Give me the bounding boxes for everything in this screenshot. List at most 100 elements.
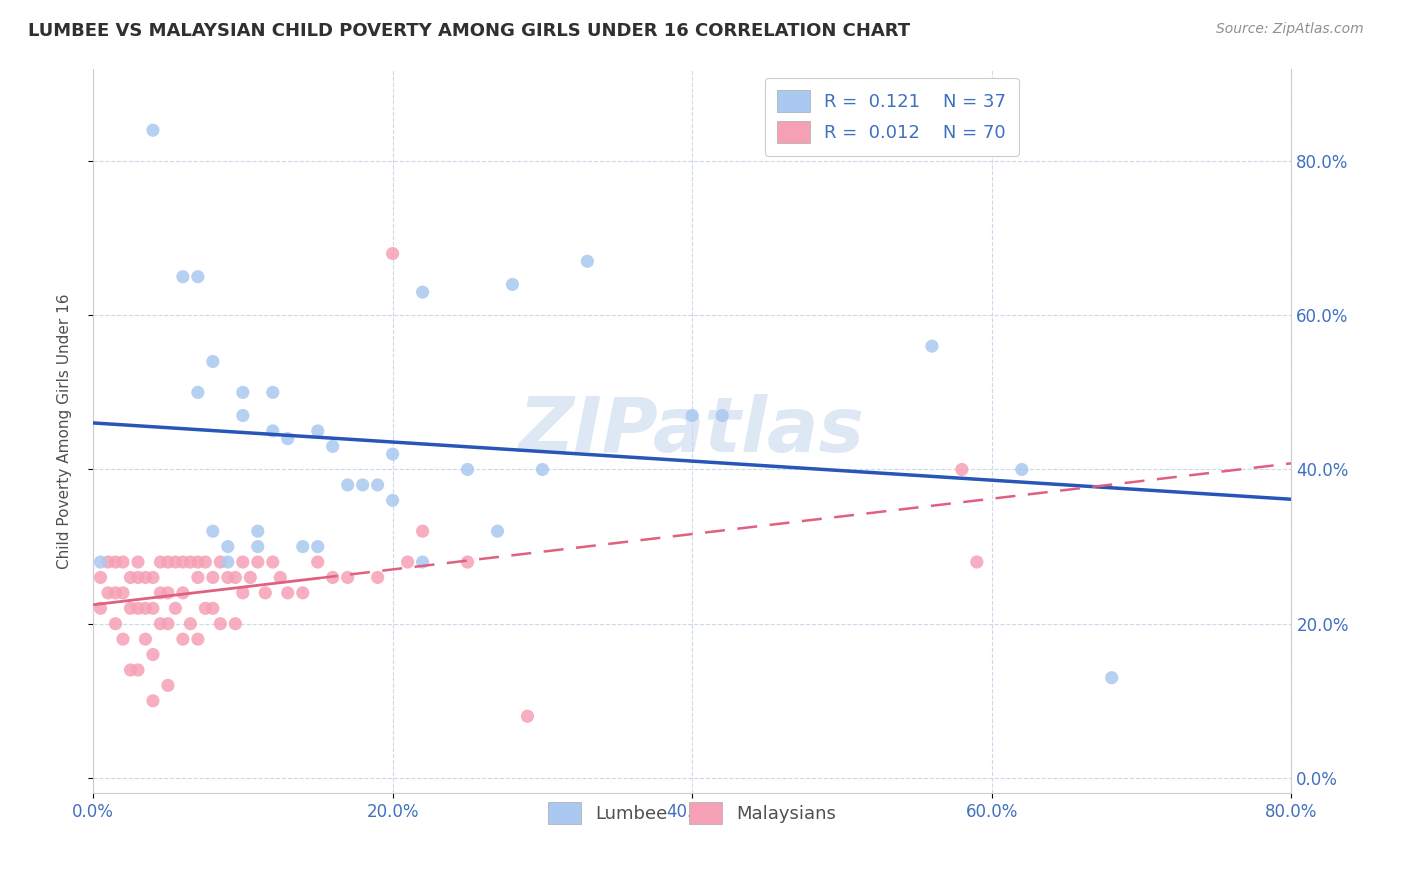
Point (412, 285, 434, 300)
Point (307, 424, 329, 438)
Point (576, 254, 599, 268)
Point (412, 524, 434, 538)
Point (209, 555, 232, 569)
Point (367, 478, 389, 492)
Point (97, 555, 120, 569)
Point (501, 277, 523, 292)
Point (262, 555, 284, 569)
Point (156, 616, 179, 631)
Point (239, 570, 262, 584)
Point (457, 462, 479, 476)
Point (149, 555, 172, 569)
Point (104, 555, 127, 569)
Point (142, 648, 165, 662)
Point (307, 555, 329, 569)
Point (367, 570, 389, 584)
Point (165, 555, 187, 569)
Point (111, 586, 134, 600)
Point (120, 663, 142, 677)
Point (246, 555, 269, 569)
Point (336, 570, 359, 584)
Point (336, 478, 359, 492)
Point (269, 570, 291, 584)
Point (142, 123, 165, 137)
Point (127, 570, 149, 584)
Point (111, 632, 134, 647)
Point (1011, 462, 1033, 476)
Point (277, 586, 299, 600)
Point (156, 586, 179, 600)
Point (97, 586, 120, 600)
Point (950, 462, 973, 476)
Point (254, 586, 277, 600)
Point (104, 616, 127, 631)
Point (681, 409, 703, 423)
Point (232, 385, 254, 400)
Point (246, 540, 269, 554)
Point (307, 540, 329, 554)
Point (187, 269, 209, 284)
Point (120, 601, 142, 615)
Point (142, 601, 165, 615)
Point (246, 524, 269, 538)
Point (134, 632, 156, 647)
Point (966, 555, 988, 569)
Point (201, 354, 224, 368)
Text: LUMBEE VS MALAYSIAN CHILD POVERTY AMONG GIRLS UNDER 16 CORRELATION CHART: LUMBEE VS MALAYSIAN CHILD POVERTY AMONG … (28, 22, 910, 40)
Point (262, 385, 284, 400)
Point (127, 663, 149, 677)
Point (232, 586, 254, 600)
Point (104, 586, 127, 600)
Point (322, 439, 344, 453)
Point (194, 601, 217, 615)
Point (396, 555, 419, 569)
Text: ZIPatlas: ZIPatlas (519, 394, 865, 468)
Point (381, 246, 404, 260)
Point (120, 570, 142, 584)
Point (232, 409, 254, 423)
Point (217, 570, 239, 584)
Point (291, 586, 314, 600)
Point (277, 432, 299, 446)
Point (201, 601, 224, 615)
Point (111, 555, 134, 569)
Point (486, 524, 509, 538)
Point (352, 478, 374, 492)
Point (322, 570, 344, 584)
Point (1101, 671, 1123, 685)
Point (134, 601, 156, 615)
Point (262, 424, 284, 438)
Point (201, 570, 224, 584)
Point (187, 555, 209, 569)
Point (187, 632, 209, 647)
Legend: Lumbee, Malaysians: Lumbee, Malaysians (537, 791, 846, 835)
Point (187, 385, 209, 400)
Point (224, 570, 246, 584)
Point (516, 709, 538, 723)
Point (156, 678, 179, 692)
Point (149, 586, 172, 600)
Point (172, 632, 194, 647)
Point (142, 570, 165, 584)
Point (149, 616, 172, 631)
Point (142, 694, 165, 708)
Point (89, 601, 111, 615)
Point (412, 555, 434, 569)
Point (381, 447, 404, 461)
Point (531, 462, 554, 476)
Point (179, 616, 201, 631)
Point (156, 555, 179, 569)
Point (172, 269, 194, 284)
Point (201, 524, 224, 538)
Point (89, 555, 111, 569)
Point (187, 570, 209, 584)
Point (127, 601, 149, 615)
Point (217, 555, 239, 569)
Y-axis label: Child Poverty Among Girls Under 16: Child Poverty Among Girls Under 16 (58, 293, 72, 569)
Point (381, 493, 404, 508)
Point (179, 555, 201, 569)
Point (457, 555, 479, 569)
Point (172, 586, 194, 600)
Point (172, 555, 194, 569)
Point (232, 555, 254, 569)
